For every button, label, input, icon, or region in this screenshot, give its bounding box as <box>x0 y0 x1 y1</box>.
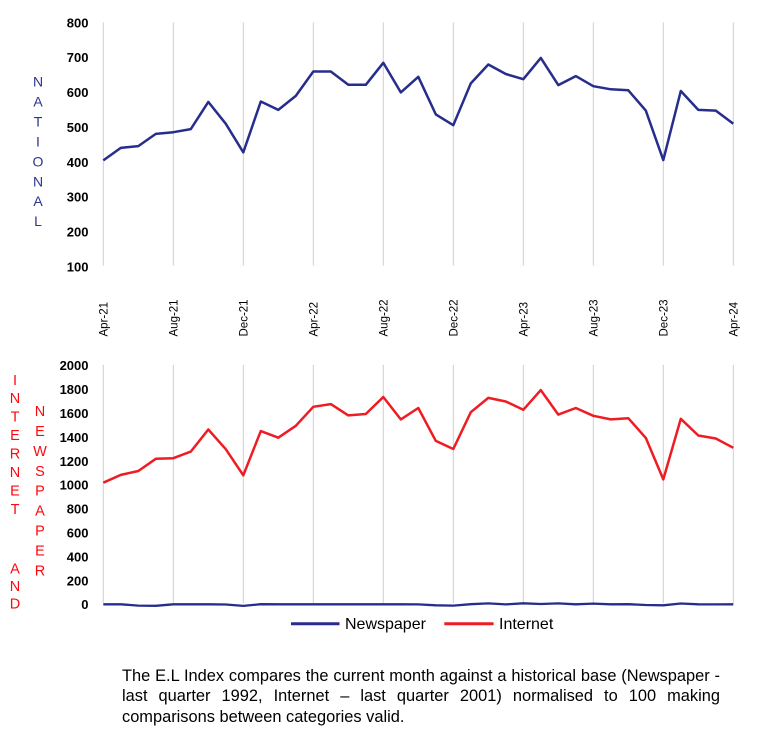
svg-text:1200: 1200 <box>60 454 89 469</box>
svg-text:D: D <box>10 596 20 612</box>
svg-text:T: T <box>11 502 20 518</box>
svg-text:N: N <box>10 465 20 481</box>
svg-text:A: A <box>33 94 43 110</box>
svg-text:W: W <box>33 444 47 460</box>
svg-text:Aug-21: Aug-21 <box>169 299 181 336</box>
svg-text:Dec-23: Dec-23 <box>659 299 671 336</box>
svg-text:T: T <box>11 410 20 426</box>
svg-text:P: P <box>35 484 45 500</box>
svg-text:E: E <box>35 543 45 559</box>
svg-text:E: E <box>10 484 20 500</box>
svg-text:I: I <box>36 133 40 149</box>
svg-text:A: A <box>33 193 43 209</box>
svg-text:200: 200 <box>67 225 89 240</box>
svg-text:800: 800 <box>67 502 89 517</box>
svg-text:Aug-22: Aug-22 <box>379 299 391 336</box>
svg-text:N: N <box>35 404 45 420</box>
svg-text:300: 300 <box>67 190 89 205</box>
svg-text:0: 0 <box>81 597 88 612</box>
svg-text:Apr-24: Apr-24 <box>729 301 741 336</box>
svg-text:E: E <box>10 428 20 444</box>
svg-text:L: L <box>34 213 42 229</box>
svg-text:N: N <box>10 579 20 595</box>
svg-text:N: N <box>10 391 20 407</box>
svg-text:T: T <box>34 114 43 130</box>
svg-text:700: 700 <box>67 50 89 65</box>
svg-text:Dec-22: Dec-22 <box>449 299 461 336</box>
svg-text:400: 400 <box>67 549 89 564</box>
svg-text:E: E <box>35 424 45 440</box>
svg-text:A: A <box>10 561 20 577</box>
svg-text:Aug-23: Aug-23 <box>589 299 601 336</box>
svg-text:N: N <box>33 173 43 189</box>
svg-text:Apr-21: Apr-21 <box>99 302 111 337</box>
svg-text:1600: 1600 <box>60 406 89 421</box>
svg-text:600: 600 <box>67 526 89 541</box>
svg-text:A: A <box>35 504 45 520</box>
svg-text:1000: 1000 <box>60 478 89 493</box>
svg-text:R: R <box>10 446 20 462</box>
svg-text:Internet: Internet <box>499 616 554 633</box>
svg-text:Dec-21: Dec-21 <box>239 299 251 336</box>
svg-text:600: 600 <box>67 85 89 100</box>
svg-text:500: 500 <box>67 120 89 135</box>
svg-text:400: 400 <box>67 155 89 170</box>
svg-text:200: 200 <box>67 573 89 588</box>
svg-text:O: O <box>33 153 44 169</box>
svg-text:800: 800 <box>67 15 89 30</box>
svg-text:N: N <box>33 74 43 90</box>
svg-text:Apr-22: Apr-22 <box>309 302 321 337</box>
svg-text:2000: 2000 <box>60 358 89 373</box>
svg-text:100: 100 <box>67 259 89 274</box>
svg-text:R: R <box>35 563 45 579</box>
svg-text:1800: 1800 <box>60 382 89 397</box>
svg-text:Apr-23: Apr-23 <box>519 302 531 337</box>
svg-text:S: S <box>35 464 45 480</box>
svg-text:P: P <box>35 524 45 540</box>
svg-text:I: I <box>13 373 17 389</box>
svg-text:1400: 1400 <box>60 430 89 445</box>
svg-text:Newspaper: Newspaper <box>345 616 427 633</box>
